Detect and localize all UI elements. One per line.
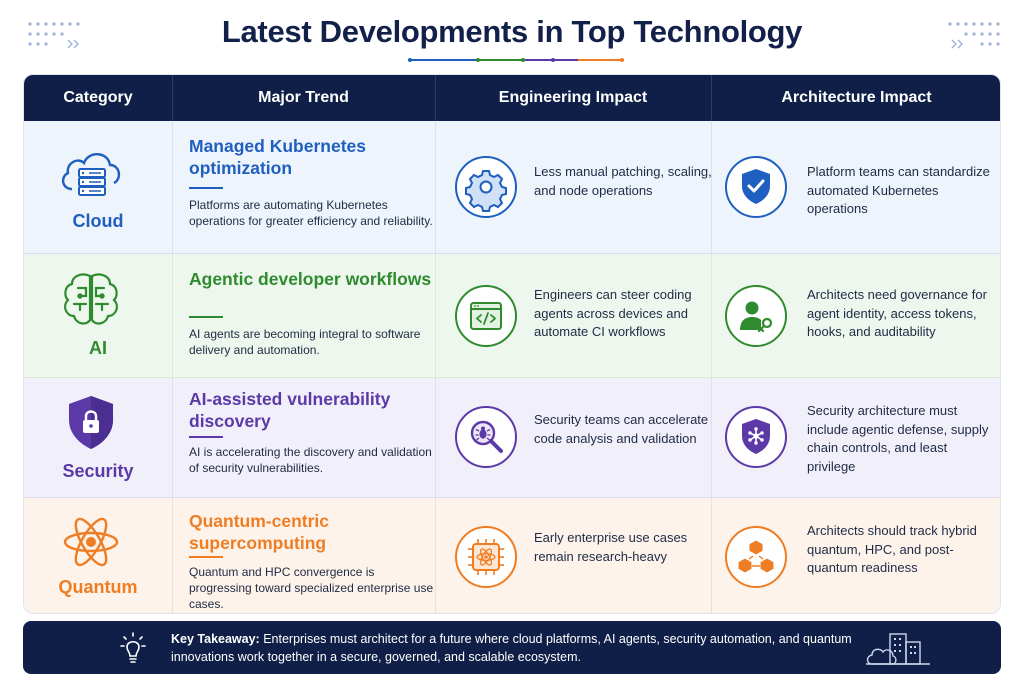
cloud-city-icon [866, 633, 930, 665]
trend-title-quantum: Quantum-centric supercomputing [189, 511, 330, 553]
arch-icon-badge [725, 406, 787, 468]
eng-icon-badge [455, 156, 517, 218]
title-underline [408, 58, 624, 62]
eng-text-cloud: Less manual patching, scaling, and node … [534, 164, 712, 198]
shield-check-icon [742, 169, 770, 204]
trend-title-security: AI-assisted vulnerability discovery [189, 389, 391, 431]
key-takeaway-label: Key Takeaway: [171, 632, 260, 646]
header-major-trend: Major Trend [258, 89, 349, 106]
decorative-dots-left [28, 22, 80, 49]
shield-network-icon [742, 419, 770, 454]
gear-icon [465, 170, 507, 212]
arch-icon-badge [725, 526, 787, 588]
table-row-quantum: Quantum Quantum-centric supercomputing Q… [24, 498, 1000, 613]
table-row-cloud: Cloud Managed Kubernetes optimization Pl… [24, 121, 1000, 254]
atom-icon [63, 517, 119, 567]
eng-icon-badge [455, 526, 517, 588]
trend-title-cloud: Managed Kubernetes optimization [189, 136, 366, 178]
atom-chip-icon [468, 539, 504, 575]
arch-text-ai: Architects need governance for agent ide… [807, 287, 987, 339]
trends-table: Category Major Trend Engineering Impact … [23, 74, 1001, 614]
category-label-cloud: Cloud [72, 211, 124, 231]
page-title: Latest Developments in Top Technology [221, 14, 803, 49]
bug-search-icon [470, 420, 503, 453]
eng-icon-badge [455, 285, 517, 347]
key-takeaway-text: Key Takeaway: Enterprises must architect… [171, 630, 871, 666]
header-architecture-impact: Architecture Impact [781, 89, 932, 106]
trend-desc-quantum: Quantum and HPC convergence is progressi… [189, 565, 434, 611]
trend-rule [189, 187, 223, 189]
eng-text-quantum: Early enterprise use cases remain resear… [534, 530, 688, 564]
eng-text-security: Security teams can accelerate code analy… [534, 412, 709, 446]
header-engineering-impact: Engineering Impact [498, 89, 648, 106]
trend-rule [189, 556, 223, 558]
header-category: Category [63, 89, 133, 106]
key-takeaway-body: Enterprises must architect for a future … [171, 632, 852, 664]
trend-desc-cloud: Platforms are automating Kubernetes oper… [189, 198, 433, 228]
shield-lock-icon [69, 396, 113, 449]
category-label-ai: AI [89, 338, 107, 358]
cloud-server-icon [61, 153, 121, 196]
arch-text-cloud: Platform teams can standardize automated… [807, 164, 990, 216]
category-label-quantum: Quantum [58, 577, 138, 597]
brain-icon [64, 273, 118, 325]
arch-text-security: Security architecture must include agent… [807, 403, 989, 474]
key-takeaway-banner: Key Takeaway: Enterprises must architect… [23, 621, 1001, 674]
user-key-icon [740, 301, 773, 333]
eng-icon-badge [455, 406, 517, 468]
decorative-dots-right [948, 22, 1000, 49]
table-header: Category Major Trend Engineering Impact … [24, 75, 1000, 121]
category-label-security: Security [62, 461, 134, 481]
arch-icon-badge [725, 156, 787, 218]
trend-desc-ai: AI agents are becoming integral to softw… [189, 327, 421, 357]
eng-text-ai: Engineers can steer coding agents across… [534, 287, 692, 339]
trend-rule [189, 436, 223, 438]
arch-icon-badge [725, 285, 787, 347]
arch-text-quantum: Architects should track hybrid quantum, … [807, 523, 977, 575]
table-row-ai: AI Agentic developer workflows AI agents… [24, 254, 1000, 378]
code-window-icon [470, 302, 502, 330]
trend-desc-security: AI is accelerating the discovery and val… [189, 445, 432, 475]
lightbulb-icon [120, 632, 146, 663]
table-row-security: Security AI-assisted vulnerability disco… [24, 378, 1000, 498]
trend-title-ai: Agentic developer workflows [189, 269, 432, 289]
trend-rule [189, 316, 223, 318]
cubes-icon [737, 539, 775, 574]
